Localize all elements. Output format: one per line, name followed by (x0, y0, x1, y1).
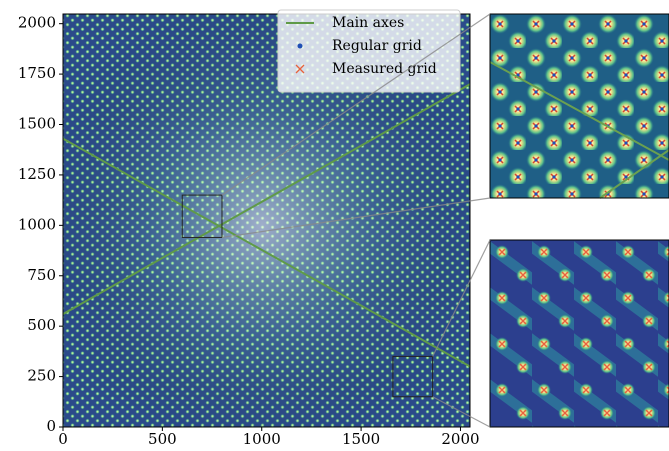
legend-label: Measured grid (332, 61, 437, 77)
y-tick-label: 1750 (18, 64, 56, 82)
inset-bottom (489, 239, 669, 428)
inset-box (181, 194, 223, 238)
y-tick-label: 500 (27, 316, 56, 334)
legend-label: Main axes (332, 15, 404, 31)
legend-dot (297, 43, 303, 49)
y-tick-label: 1000 (18, 215, 56, 233)
main-axis-line (63, 83, 470, 315)
main-axis-line (63, 137, 470, 368)
y-tick-label: 750 (27, 266, 56, 284)
x-tick-label: 1000 (243, 430, 281, 447)
legend-cross (295, 64, 305, 74)
x-tick-label: 1500 (342, 430, 380, 447)
inset-connector (221, 13, 491, 239)
y-tick-label: 1250 (18, 165, 56, 183)
x-tick-label: 0 (58, 430, 68, 447)
plot-frame (62, 13, 471, 428)
inset-box (392, 355, 434, 398)
legend: Main axes Regular grid Measured grid (277, 9, 461, 93)
inset-top (489, 13, 669, 199)
inset-connector (432, 239, 491, 428)
y-tick-label: 2000 (18, 14, 56, 32)
legend-label: Regular grid (332, 38, 422, 54)
y-tick-label: 0 (46, 417, 56, 435)
x-tick-label: 500 (148, 430, 177, 447)
x-tick-label: 2000 (441, 430, 479, 447)
y-tick-label: 250 (27, 367, 56, 385)
y-tick-label: 1500 (18, 115, 56, 133)
